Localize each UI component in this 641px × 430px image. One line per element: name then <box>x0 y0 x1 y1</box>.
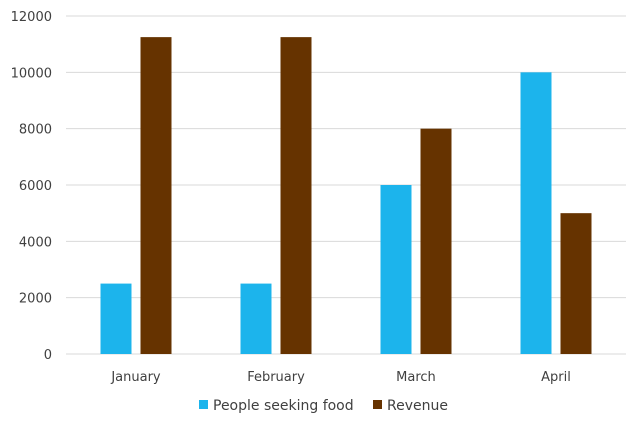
x-tick-label-february: February <box>247 370 305 385</box>
legend-swatch-revenue <box>373 400 382 409</box>
y-axis-tick-labels: 0 2000 4000 6000 8000 10000 12000 <box>11 10 52 363</box>
y-tick-label: 2000 <box>19 292 52 307</box>
x-tick-label-january: January <box>110 370 161 385</box>
legend-label-people-seeking-food: People seeking food <box>213 398 354 414</box>
legend: People seeking food Revenue <box>199 398 448 414</box>
legend-swatch-people-seeking-food <box>199 400 208 409</box>
x-tick-label-march: March <box>396 370 436 385</box>
bar-people-seeking-food-april <box>520 72 552 354</box>
legend-label-revenue: Revenue <box>387 398 448 414</box>
bars <box>100 37 592 354</box>
y-tick-label: 8000 <box>19 123 52 138</box>
y-tick-label: 6000 <box>19 179 52 194</box>
bar-revenue-february <box>280 37 312 354</box>
bar-people-seeking-food-january <box>100 283 132 354</box>
bar-revenue-march <box>420 128 452 354</box>
y-tick-label: 12000 <box>11 10 52 25</box>
y-tick-label: 10000 <box>11 66 52 81</box>
bar-people-seeking-food-march <box>380 185 412 354</box>
x-tick-label-april: April <box>541 370 571 385</box>
bar-revenue-april <box>560 213 592 354</box>
y-tick-label: 4000 <box>19 235 52 250</box>
bar-people-seeking-food-february <box>240 283 272 354</box>
y-tick-label: 0 <box>44 348 52 363</box>
bar-revenue-january <box>140 37 172 354</box>
x-axis-tick-labels: January February March April <box>110 370 571 385</box>
